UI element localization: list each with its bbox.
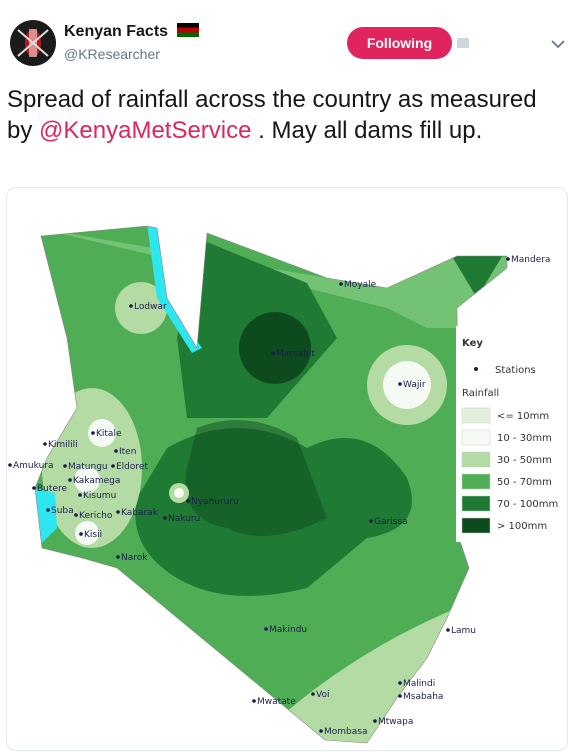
key-swatch	[461, 473, 491, 490]
station-dot	[271, 351, 275, 355]
key-rainfall-label: Rainfall	[462, 388, 499, 399]
author-name-text[interactable]: Kenyan Facts	[64, 23, 169, 40]
station-label: Kabarak	[121, 508, 159, 518]
station-dot	[186, 499, 190, 503]
station-label: Makindu	[269, 625, 307, 635]
key-swatch	[461, 429, 491, 446]
station-dot	[398, 681, 402, 685]
tweet-text-part: . May all dams fill up.	[258, 117, 483, 144]
station-dot	[163, 516, 167, 520]
station-dot	[129, 304, 133, 308]
station-label: Voi	[316, 690, 329, 700]
station-label: Matungu	[68, 462, 108, 472]
station-dot	[32, 486, 36, 490]
station-dot	[398, 382, 402, 386]
media[interactable]: Key Stations Rainfall <= 10mm 10 - 30mm 30 - …	[6, 187, 568, 751]
key-stations-label: Stations	[495, 365, 536, 376]
station-label: Amukura	[13, 461, 53, 471]
station-dot	[369, 519, 373, 523]
station-label: Suba	[51, 506, 74, 516]
station-dot	[319, 729, 323, 733]
station-label: Kakamega	[73, 476, 120, 486]
key-class-label: 10 - 30mm	[497, 433, 552, 444]
station-label: Kisumu	[83, 491, 116, 501]
station-dot	[264, 627, 268, 631]
station-dot	[339, 282, 343, 286]
rainfall-map: Key Stations Rainfall <= 10mm 10 - 30mm 30 - …	[8, 225, 567, 744]
station-label: Kimilili	[48, 440, 78, 450]
station-label: Mtwapa	[378, 717, 413, 727]
station-dot	[74, 513, 78, 517]
station-label: Msabaha	[403, 692, 443, 702]
station-dot	[111, 464, 115, 468]
station-label: Moyale	[344, 280, 377, 290]
station-dot	[311, 692, 315, 696]
station-dot	[398, 694, 402, 698]
station-label: Kericho	[79, 511, 113, 521]
station-dot	[116, 555, 120, 559]
station-dot	[506, 257, 510, 261]
station-dot	[78, 493, 82, 497]
station-label: Lamu	[451, 626, 476, 636]
key-class-label: > 100mm	[497, 521, 547, 532]
station-dot	[91, 431, 95, 435]
key-class-label: 70 - 100mm	[497, 499, 558, 510]
station-label: Garissa	[374, 517, 408, 527]
station-label: Narok	[121, 553, 148, 563]
key-class-label: 50 - 70mm	[497, 477, 552, 488]
station-dot	[46, 508, 50, 512]
station-dot	[373, 719, 377, 723]
tweet-text: Spread of rainfall across the country as…	[7, 84, 547, 146]
avatar[interactable]	[10, 20, 56, 66]
station-label: Butere	[37, 484, 67, 494]
station-dot	[114, 449, 118, 453]
station-dot	[43, 442, 47, 446]
key-swatch	[461, 517, 491, 534]
mention-link[interactable]: @KenyaMetService	[39, 117, 252, 144]
station-label: Mombasa	[324, 727, 367, 737]
key-swatch	[461, 407, 491, 424]
key-swatch	[461, 451, 491, 468]
station-label: Mwatate	[257, 697, 296, 707]
station-label: Mandera	[511, 255, 550, 265]
author-handle[interactable]: @KResearcher	[64, 46, 160, 62]
station-label: Eldoret	[116, 462, 148, 472]
key-swatch	[461, 495, 491, 512]
station-label: Marsabit	[276, 349, 315, 359]
station-dot	[68, 478, 72, 482]
station-label: Kitale	[96, 429, 122, 439]
station-label: Iten	[119, 447, 136, 457]
station-dot	[8, 463, 12, 467]
key-class-label: <= 10mm	[497, 411, 549, 422]
station-dot	[252, 699, 256, 703]
station-label: Nyahururu	[191, 497, 239, 507]
flag-icon	[176, 23, 199, 37]
key-class-label: 30 - 50mm	[497, 455, 552, 466]
station-label: Malindi	[403, 679, 435, 689]
station-label: Nakuru	[168, 514, 200, 524]
station-label: Kisii	[84, 530, 102, 540]
station-label: Lodwar	[134, 302, 167, 312]
follow-button[interactable]: Following	[347, 27, 452, 59]
station-dot	[116, 510, 120, 514]
key-station-dot	[474, 367, 478, 371]
station-dot	[446, 628, 450, 632]
tweet-text-part: Spread of rainfall across the country as…	[7, 86, 537, 144]
author-name[interactable]: Kenyan Facts	[64, 23, 199, 41]
station-dot	[63, 464, 67, 468]
lock-icon	[457, 38, 469, 48]
station-dot	[79, 532, 83, 536]
key-title: Key	[462, 338, 483, 349]
station-label: Wajir	[403, 380, 426, 390]
menu-chevron[interactable]	[550, 38, 566, 50]
